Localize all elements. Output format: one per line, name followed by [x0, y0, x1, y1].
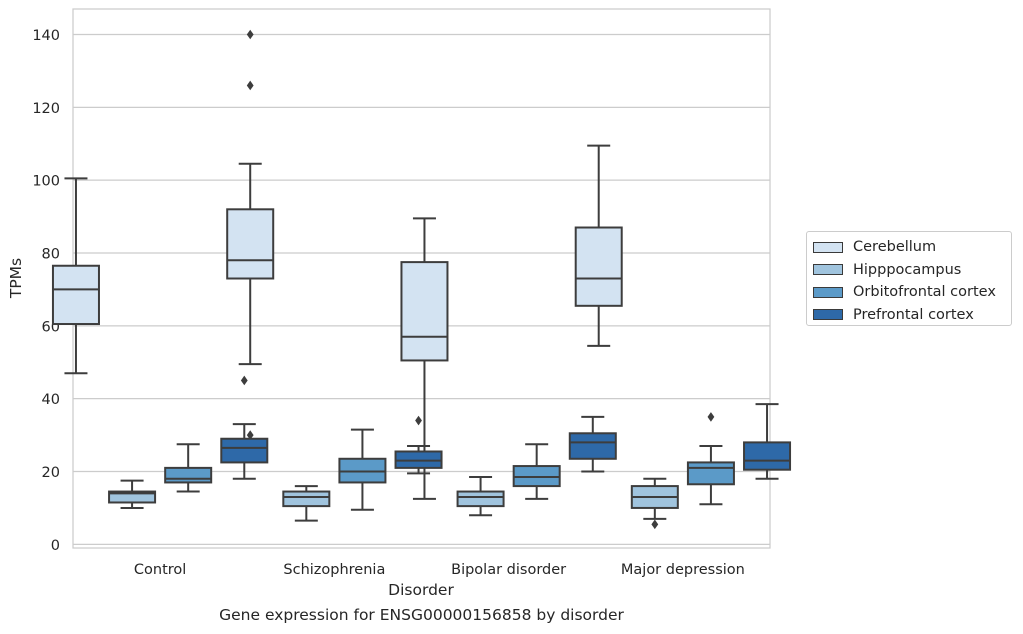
- outlier-point: [246, 29, 254, 40]
- x-tick-label: Major depression: [621, 562, 745, 578]
- box-iqr: [456, 490, 505, 508]
- x-axis-ticks: Control Schizophrenia Bipolar disorder Majo…: [134, 562, 745, 578]
- outlier-point: [707, 412, 715, 422]
- y-axis-label: TPMs: [7, 258, 25, 299]
- legend-swatch: [813, 241, 843, 253]
- legend-item: Cerebellum: [813, 236, 1005, 259]
- box-iqr: [282, 490, 331, 508]
- y-tick-label: 120: [32, 101, 60, 117]
- legend-swatch: [813, 264, 843, 276]
- legend-swatch: [813, 286, 843, 298]
- box-iqr: [686, 461, 735, 486]
- box-series: [51, 29, 792, 530]
- legend-label: Cerebellum: [853, 239, 937, 256]
- box-iqr: [51, 264, 100, 326]
- legend-item: Hipppocampus: [813, 259, 1005, 282]
- box-iqr: [574, 226, 623, 307]
- legend-label: Hipppocampus: [853, 261, 962, 278]
- chart-caption: Gene expression for ENSG00000156858 by d…: [219, 606, 624, 624]
- y-tick-label: 20: [42, 465, 60, 481]
- box-iqr: [220, 437, 269, 464]
- y-tick-label: 100: [32, 174, 60, 190]
- outlier-point: [651, 519, 659, 530]
- x-axis-label: Disorder: [388, 581, 454, 599]
- box-iqr: [226, 208, 275, 280]
- x-tick-label: Control: [134, 562, 186, 578]
- outlier-point: [246, 430, 254, 440]
- series-cerebellum: [51, 29, 623, 500]
- legend-item: Prefrontal cortex: [813, 304, 1005, 327]
- legend: Cerebellum Hipppocampus Orbitofrontal cort…: [806, 231, 1012, 326]
- series-orbitofrontal-cortex: [164, 412, 735, 511]
- y-tick-label: 40: [42, 392, 60, 408]
- legend-label: Prefrontal cortex: [853, 306, 974, 323]
- legend-swatch: [813, 309, 843, 321]
- box-iqr: [568, 432, 617, 460]
- y-tick-label: 80: [42, 247, 60, 263]
- outlier-point: [246, 80, 254, 91]
- x-tick-label: Schizophrenia: [283, 562, 385, 578]
- x-tick-label: Bipolar disorder: [451, 562, 566, 578]
- outlier-point: [240, 375, 248, 386]
- series-hipppocampus: [108, 475, 679, 530]
- box-iqr: [108, 490, 157, 504]
- series-prefrontal-cortex: [220, 375, 792, 480]
- y-tick-label: 0: [51, 538, 60, 554]
- box-iqr: [400, 261, 449, 362]
- y-tick-label: 140: [32, 28, 60, 44]
- legend-item: Orbitofrontal cortex: [813, 281, 1005, 304]
- outlier-point: [415, 415, 422, 426]
- legend-label: Orbitofrontal cortex: [853, 284, 996, 301]
- box-iqr: [164, 466, 213, 484]
- box-iqr: [743, 441, 792, 471]
